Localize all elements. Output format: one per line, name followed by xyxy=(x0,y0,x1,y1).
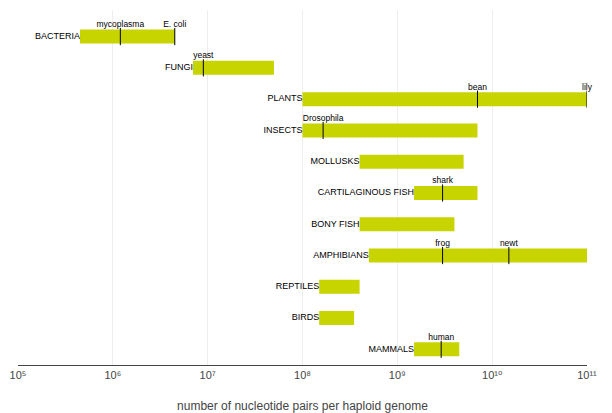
svg-text:number of nucleotide pairs per: number of nucleotide pairs per haploid g… xyxy=(177,399,428,413)
svg-text:yeast: yeast xyxy=(193,50,214,60)
svg-text:bean: bean xyxy=(468,82,487,92)
svg-text:10⁷: 10⁷ xyxy=(200,369,216,381)
svg-text:10¹¹: 10¹¹ xyxy=(577,369,597,381)
svg-text:AMPHIBIANS: AMPHIBIANS xyxy=(313,250,369,260)
svg-text:newt: newt xyxy=(500,238,519,248)
svg-text:10¹⁰: 10¹⁰ xyxy=(482,369,503,381)
svg-text:10⁵: 10⁵ xyxy=(10,369,27,381)
svg-text:INSECTS: INSECTS xyxy=(263,125,302,135)
svg-text:10⁶: 10⁶ xyxy=(104,369,121,381)
svg-text:lily: lily xyxy=(582,82,593,92)
svg-text:10⁹: 10⁹ xyxy=(389,369,406,381)
svg-text:MOLLUSKS: MOLLUSKS xyxy=(311,156,360,166)
svg-text:10⁸: 10⁸ xyxy=(294,369,311,381)
svg-text:shark: shark xyxy=(432,175,454,185)
svg-text:BONY FISH: BONY FISH xyxy=(311,219,359,229)
svg-text:BACTERIA: BACTERIA xyxy=(35,31,80,41)
svg-text:BIRDS: BIRDS xyxy=(292,312,320,322)
svg-text:mycoplasma: mycoplasma xyxy=(96,19,144,29)
svg-text:FUNGI: FUNGI xyxy=(165,62,193,72)
svg-text:frog: frog xyxy=(435,238,450,248)
svg-text:REPTILES: REPTILES xyxy=(276,281,320,291)
svg-text:CARTILAGINOUS FISH: CARTILAGINOUS FISH xyxy=(318,187,414,197)
svg-text:human: human xyxy=(428,332,454,342)
svg-text:E. coli: E. coli xyxy=(163,19,186,29)
svg-text:PLANTS: PLANTS xyxy=(267,93,302,103)
svg-text:Drosophila: Drosophila xyxy=(303,113,344,123)
svg-text:MAMMALS: MAMMALS xyxy=(369,344,415,354)
